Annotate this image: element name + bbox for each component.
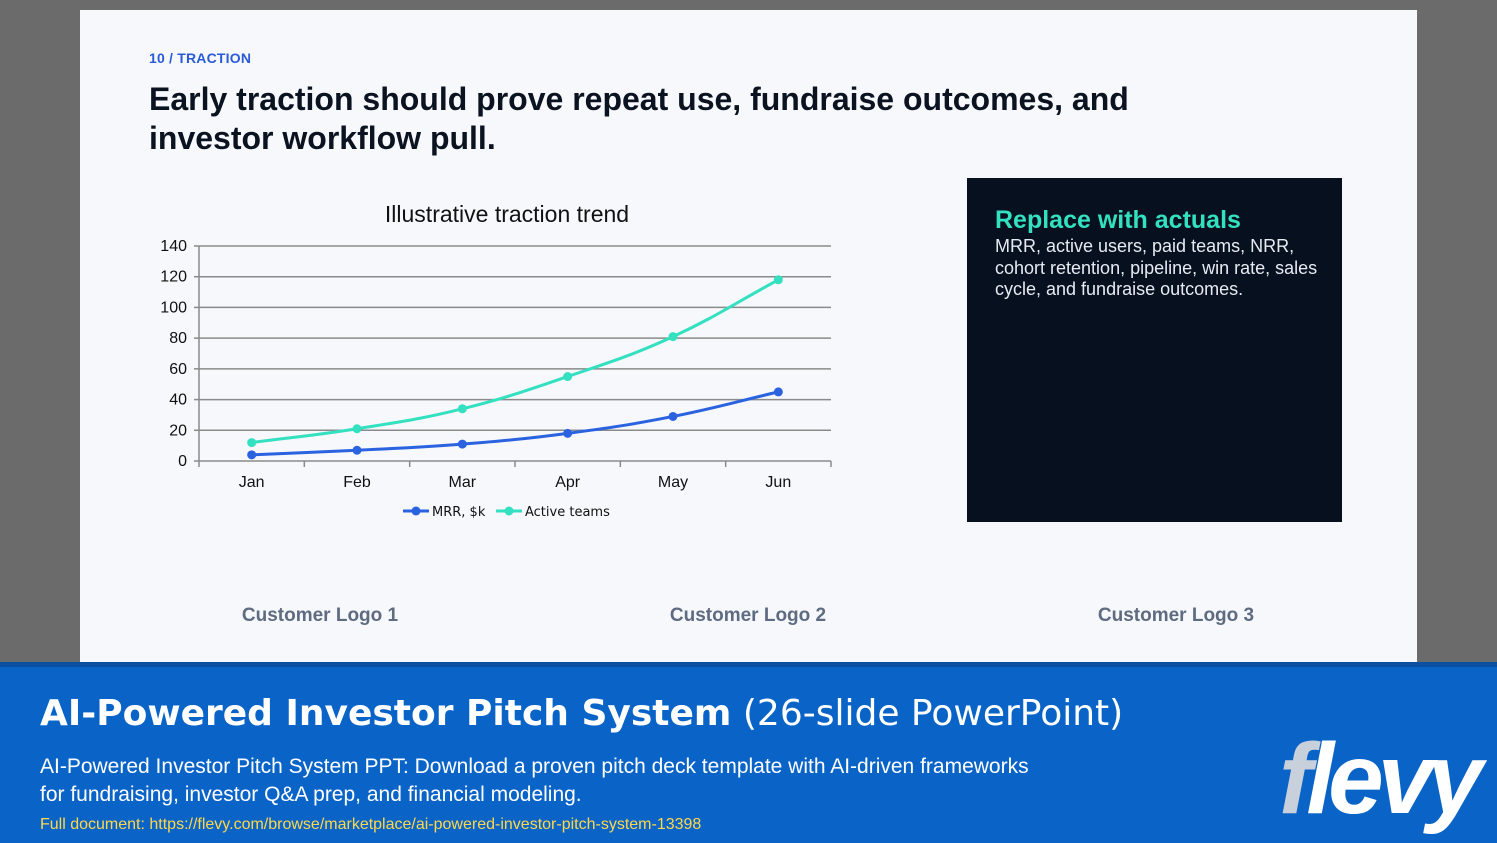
- legend-swatch-dot: [411, 506, 421, 516]
- banner-title-main: AI-Powered Investor Pitch System: [40, 693, 732, 734]
- data-point: [773, 275, 783, 285]
- data-point: [563, 372, 573, 382]
- x-tick-label: May: [658, 474, 688, 491]
- slide-headline: Early traction should prove repeat use, …: [149, 81, 1129, 156]
- data-point: [247, 438, 257, 448]
- y-tick-label: 0: [178, 453, 187, 470]
- series-line-2: [251, 278, 780, 445]
- banner-description: AI-Powered Investor Pitch System PPT: Do…: [40, 755, 1029, 806]
- data-point: [668, 411, 678, 421]
- legend-label: Active teams: [525, 505, 610, 520]
- flevy-logo[interactable]: flevy: [1279, 729, 1483, 829]
- y-tick-label: 140: [160, 238, 187, 255]
- flevy-logo-rest: levy: [1306, 723, 1483, 835]
- data-point: [352, 424, 362, 434]
- traction-chart: Illustrative traction trend 0 20 40 60 80 100 1…: [149, 185, 849, 525]
- series-line-1: [251, 390, 779, 457]
- callout-box: Replace with actuals MRR, active users, …: [967, 178, 1342, 522]
- section-label: 10 / TRACTION: [149, 50, 252, 66]
- banner-url-link[interactable]: Full document: https://flevy.com/browse/…: [40, 816, 702, 833]
- chart-title: Illustrative traction trend: [385, 201, 629, 227]
- x-tick-label: Apr: [555, 474, 581, 491]
- flevy-logo-f: f: [1279, 723, 1312, 835]
- data-point: [563, 428, 573, 438]
- footer-banner: AI-Powered Investor Pitch System (26-sli…: [0, 662, 1497, 843]
- slide: 10 / TRACTION Early traction should prov…: [80, 10, 1417, 662]
- banner-title-sub: (26-slide PowerPoint): [742, 693, 1124, 734]
- data-point: [457, 439, 467, 449]
- y-tick-label: 80: [169, 330, 187, 347]
- traction-chart-svg: Illustrative traction trend 0 20 40 60 80 100 1…: [160, 201, 832, 520]
- x-tick-label: Jan: [239, 474, 265, 491]
- data-point: [247, 450, 257, 460]
- y-tick-label: 20: [169, 422, 187, 439]
- x-tick-label: Mar: [449, 474, 477, 491]
- customer-logo-1: Customer Logo 1: [241, 605, 399, 626]
- data-point: [457, 404, 467, 414]
- callout-title: Replace with actuals: [995, 206, 1241, 234]
- y-tick-label: 100: [160, 299, 187, 316]
- customer-logo-2: Customer Logo 2: [669, 605, 827, 626]
- data-point: [668, 332, 678, 342]
- x-tick-label: Jun: [765, 474, 791, 491]
- legend-swatch-dot: [504, 506, 514, 516]
- legend-label: MRR, $k: [432, 505, 486, 520]
- banner-title: AI-Powered Investor Pitch System (26-sli…: [40, 693, 1123, 734]
- y-tick-label: 120: [160, 269, 187, 286]
- customer-logo-3: Customer Logo 3: [1097, 605, 1255, 626]
- data-point: [773, 387, 783, 397]
- callout-body: MRR, active users, paid teams, NRR, coho…: [995, 236, 1318, 299]
- y-tick-label: 60: [169, 361, 187, 378]
- y-tick-label: 40: [169, 392, 187, 409]
- data-point: [352, 445, 362, 455]
- x-tick-label: Feb: [343, 474, 371, 491]
